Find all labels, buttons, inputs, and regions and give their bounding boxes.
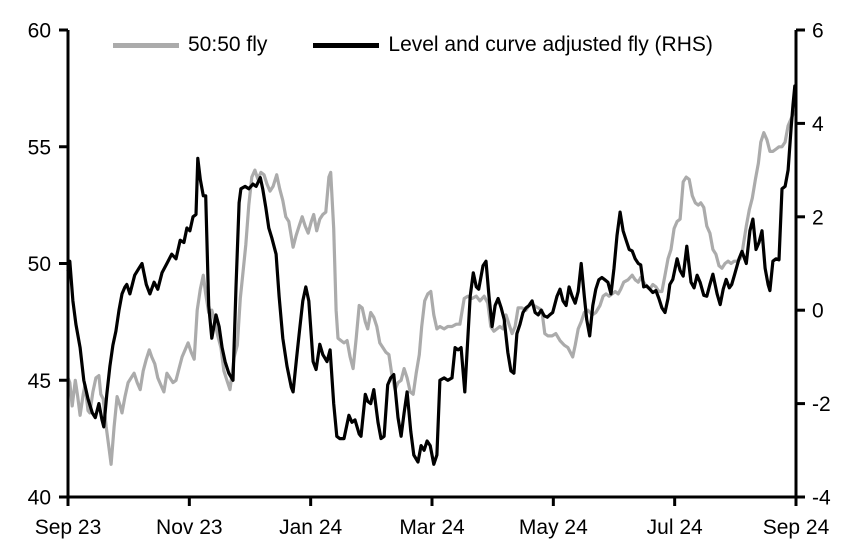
- right-axis-tick-label: 4: [812, 113, 824, 136]
- x-axis-tick-label: May 24: [519, 516, 588, 539]
- right-axis-tick-label: -4: [812, 487, 831, 510]
- series-line-1-level-and-curve-adjusted-fly-rhs-: [66, 84, 797, 466]
- x-axis-tick-label: Jan 24: [279, 516, 342, 539]
- x-axis-tick-label: Sep 23: [35, 516, 102, 539]
- right-axis-tick-label: 0: [812, 300, 824, 323]
- legend-swatch-black: [313, 42, 380, 48]
- right-axis-tick-label: 6: [812, 20, 824, 43]
- legend-item-5050-fly: 50:50 fly: [113, 33, 267, 57]
- x-axis-tick-label: Nov 23: [156, 516, 223, 539]
- chart-legend: 50:50 fly Level and curve adjusted fly (…: [113, 33, 713, 57]
- left-axis-tick-label: 45: [28, 370, 51, 393]
- legend-label-level-curve-fly: Level and curve adjusted fly (RHS): [388, 33, 713, 56]
- left-axis-tick-label: 40: [28, 487, 51, 510]
- right-axis-tick-label: -2: [812, 393, 831, 416]
- x-axis-tick-label: Sep 24: [763, 516, 830, 539]
- left-axis-tick-label: 60: [28, 20, 51, 43]
- legend-item-level-curve-fly: Level and curve adjusted fly (RHS): [313, 33, 713, 57]
- right-axis-tick-label: 2: [812, 206, 824, 229]
- x-axis-tick-label: Mar 24: [399, 516, 465, 539]
- legend-label-5050-fly: 50:50 fly: [188, 33, 268, 56]
- left-axis-tick-label: 50: [28, 253, 51, 276]
- x-axis-tick-label: Jul 24: [647, 516, 703, 539]
- left-axis-tick-label: 55: [28, 136, 51, 159]
- legend-swatch-gray: [113, 42, 179, 48]
- series-line-0-50-50-fly: [66, 110, 796, 466]
